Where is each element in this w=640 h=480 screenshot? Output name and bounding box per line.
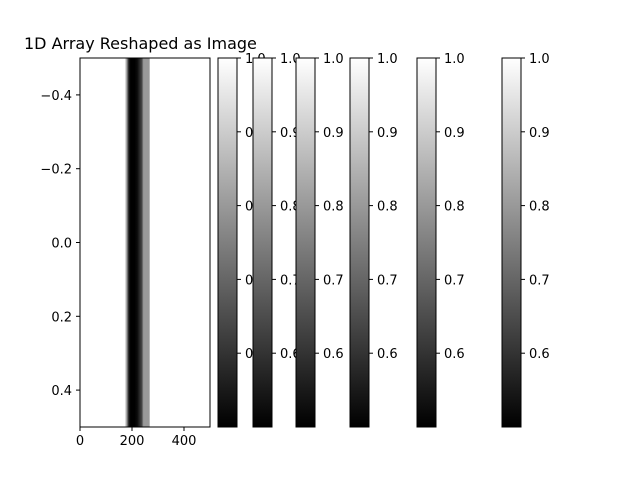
y-tick-label: 0.0: [51, 237, 72, 252]
colorbar-tick-label: 0.8: [323, 200, 344, 215]
colorbar-gradient: [295, 57, 316, 428]
colorbar-3: 0.6 0.7 0.8 0.9 1.0: [295, 52, 344, 428]
colorbar-tick-label: 0.9: [529, 126, 550, 141]
colorbar-tick-label: 0.7: [444, 273, 465, 288]
colorbar-tick-label: 0.6: [444, 347, 465, 362]
chart-title: 1D Array Reshaped as Image: [24, 34, 257, 53]
colorbar-gradient: [349, 57, 370, 428]
colorbar-tick-label: 0.8: [377, 200, 398, 215]
colorbar-tick-label: 1.0: [323, 52, 344, 67]
x-tick-label: 200: [120, 434, 145, 449]
colorbar-tick-label: 1.0: [529, 52, 550, 67]
colorbar-6: 0.6 0.7 0.8 0.9 1.0: [501, 52, 550, 428]
colorbar-2: 0.60.70.80.91.0: [252, 52, 301, 428]
y-tick-label: 0.4: [51, 384, 72, 399]
colorbars: 0.6 0.7 0.8 0.9 1.0 0.6 0.7 0.8 0.9 1.0 0.6 0.7 0.8 0…: [217, 52, 550, 428]
colorbar-tick-label: 0.8: [529, 200, 550, 215]
colorbar-4: 0.6 0.7 0.8 0.9 1.0: [349, 52, 398, 428]
x-axis-ticks: 0 200 400: [76, 427, 197, 449]
colorbar-tick-label: 0.9: [444, 126, 465, 141]
y-tick-label: −0.4: [40, 89, 72, 104]
colorbar-tick-label: 0.9: [323, 126, 344, 141]
colorbar-gradient: [416, 57, 437, 428]
image-axes: 0 200 400 −0.4 −0.2 0.0 0.2 0.4: [40, 57, 211, 449]
colorbar-tick-label: 0.6: [323, 347, 344, 362]
colorbar-tick-label: 0.9: [377, 126, 398, 141]
colorbar-tick-label: 1.0: [444, 52, 465, 67]
colorbar-gradient: [501, 57, 522, 428]
y-tick-label: 0.2: [51, 310, 72, 325]
colorbar-gradient: [217, 57, 238, 428]
image-heatmap: [80, 58, 210, 427]
y-axis-ticks: −0.4 −0.2 0.0 0.2 0.4: [40, 89, 80, 399]
x-tick-label: 400: [172, 434, 197, 449]
colorbar-tick-label: 0.8: [444, 200, 465, 215]
colorbar-tick-label: 0.7: [323, 273, 344, 288]
colorbar-tick-label: 0.6: [529, 347, 550, 362]
colorbar-tick-label: 1.0: [377, 52, 398, 67]
colorbar-tick-label: 0.7: [377, 273, 398, 288]
y-tick-label: −0.2: [40, 163, 72, 178]
x-tick-label: 0: [76, 434, 84, 449]
colorbar-tick-label: 0.6: [377, 347, 398, 362]
colorbar-5: 0.6 0.7 0.8 0.9 1.0: [416, 52, 465, 428]
colorbar-gradient: [252, 57, 273, 428]
colorbar-tick-label: 0.7: [529, 273, 550, 288]
